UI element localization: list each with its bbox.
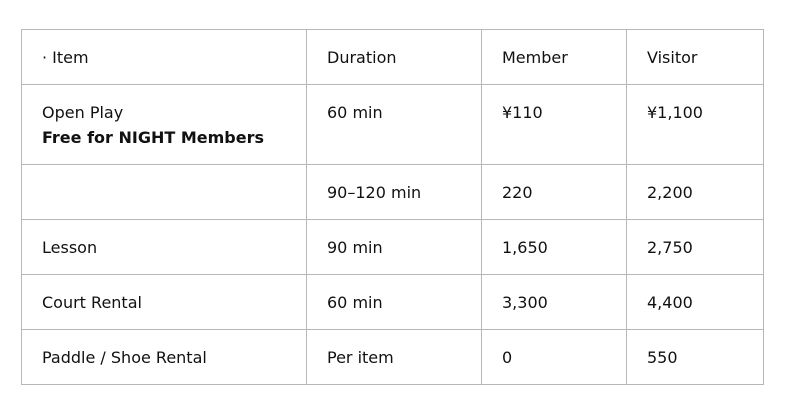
item-label: Open Play bbox=[42, 103, 124, 122]
duration-cell: Per item bbox=[306, 329, 482, 385]
member-price-cell: 0 bbox=[481, 329, 627, 385]
visitor-price-cell: 2,750 bbox=[626, 219, 764, 275]
table-row-open-play: Open Play Free for NIGHT Members 60 min … bbox=[21, 84, 764, 165]
item-cell: Court Rental bbox=[21, 274, 307, 330]
table-row-lesson: Lesson 90 min 1,650 2,750 bbox=[21, 219, 764, 275]
pricing-table-container: · Item Duration Member Visitor Open Play… bbox=[21, 29, 764, 385]
item-cell: Open Play Free for NIGHT Members bbox=[21, 84, 307, 165]
member-price-cell: 3,300 bbox=[481, 274, 627, 330]
column-header-member: Member bbox=[481, 29, 627, 85]
duration-cell: 90 min bbox=[306, 219, 482, 275]
column-header-item: · Item bbox=[21, 29, 307, 85]
item-note: Free for NIGHT Members bbox=[42, 128, 264, 147]
duration-cell: 60 min bbox=[306, 274, 482, 330]
pricing-table: · Item Duration Member Visitor Open Play… bbox=[21, 29, 764, 385]
header-row: · Item Duration Member Visitor bbox=[21, 29, 764, 85]
duration-cell: 90–120 min bbox=[306, 164, 482, 220]
item-cell: Lesson bbox=[21, 219, 307, 275]
duration-cell: 60 min bbox=[306, 84, 482, 165]
table-row-open-play-extended: 90–120 min 220 2,200 bbox=[21, 164, 764, 220]
visitor-price-cell: ¥1,100 bbox=[626, 84, 764, 165]
member-price-cell: 1,650 bbox=[481, 219, 627, 275]
visitor-price-cell: 2,200 bbox=[626, 164, 764, 220]
member-price-cell: ¥110 bbox=[481, 84, 627, 165]
table-row-court-rental: Court Rental 60 min 3,300 4,400 bbox=[21, 274, 764, 330]
item-cell bbox=[21, 164, 307, 220]
visitor-price-cell: 4,400 bbox=[626, 274, 764, 330]
visitor-price-cell: 550 bbox=[626, 329, 764, 385]
member-price-cell: 220 bbox=[481, 164, 627, 220]
item-cell: Paddle / Shoe Rental bbox=[21, 329, 307, 385]
column-header-duration: Duration bbox=[306, 29, 482, 85]
column-header-visitor: Visitor bbox=[626, 29, 764, 85]
table-row-paddle-shoe-rental: Paddle / Shoe Rental Per item 0 550 bbox=[21, 329, 764, 385]
